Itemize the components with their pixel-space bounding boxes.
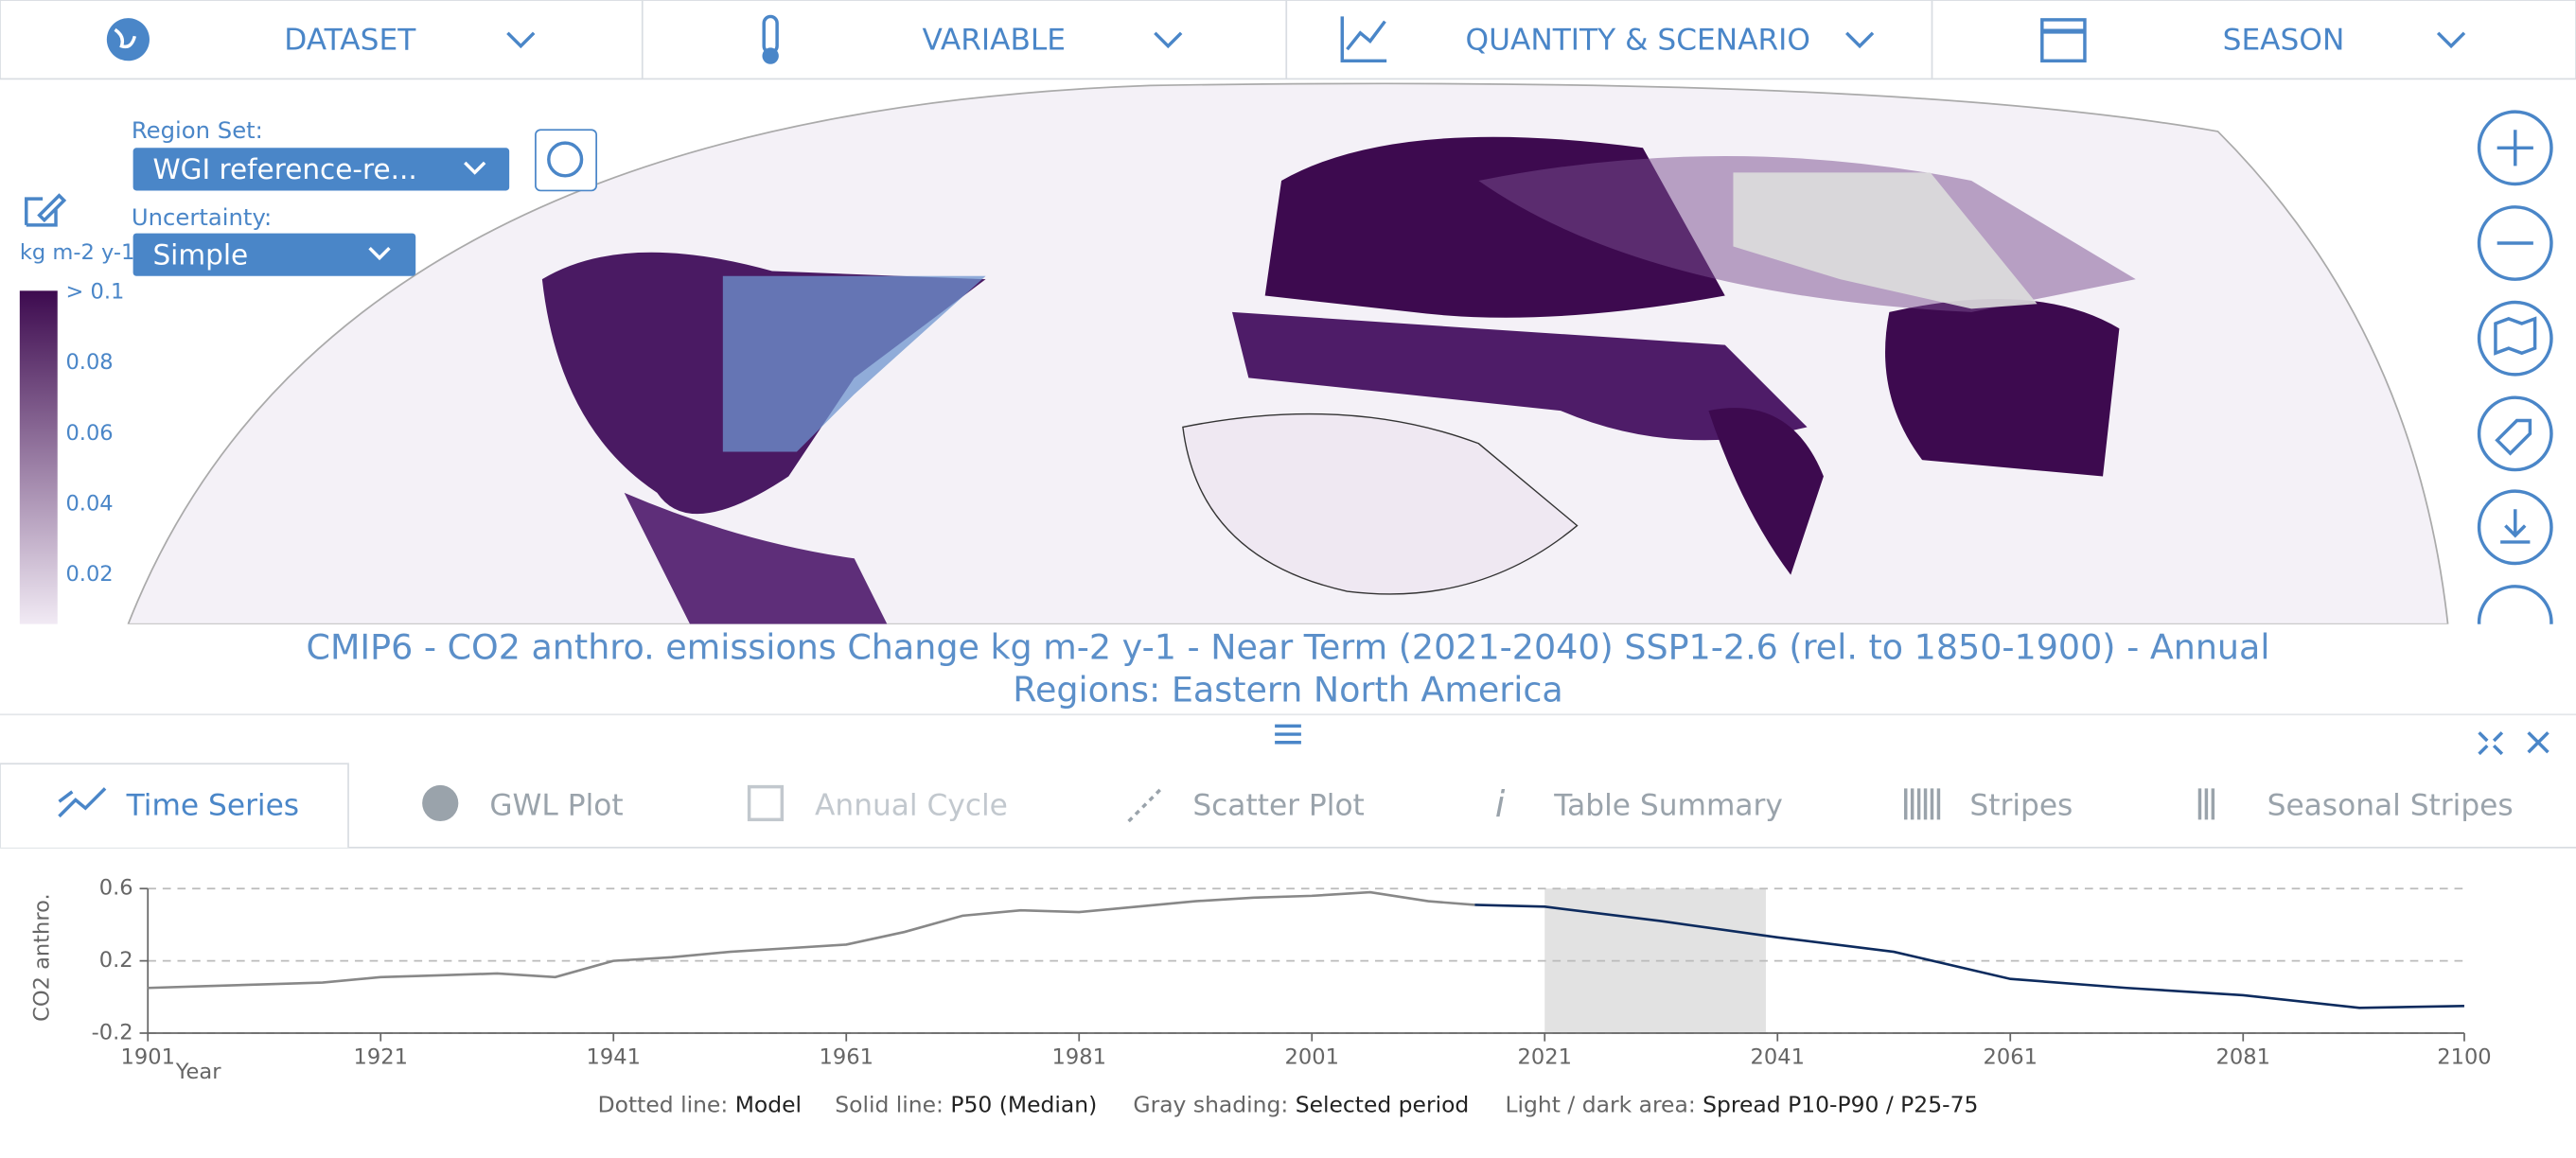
menu-label[interactable]: VARIABLE: [922, 23, 1066, 57]
x-tick-label: 1921: [354, 1045, 408, 1070]
colorbar-label: 0.02: [65, 562, 113, 587]
x-tick-label: 1961: [820, 1045, 873, 1070]
x-tick-label: 2061: [1984, 1045, 2038, 1070]
region-button[interactable]: [535, 129, 598, 192]
y-tick-label: 0.6: [99, 876, 133, 901]
map-controls[interactable]: [2477, 110, 2553, 660]
legend-value: Spread P10-P90 / P25-75: [1703, 1091, 1978, 1117]
legend-value: Model: [735, 1091, 802, 1117]
selected-region[interactable]: [722, 275, 986, 452]
menu-label[interactable]: SEASON: [2223, 23, 2345, 57]
tab[interactable]: Stripes: [1969, 788, 2073, 822]
expand-button[interactable]: [2478, 731, 2504, 756]
legend-value: Selected period: [1296, 1091, 1470, 1117]
selected-period: [1544, 888, 1766, 1033]
variable-menu[interactable]: VARIABLE: [762, 14, 1183, 64]
menu-label[interactable]: QUANTITY & SCENARIO: [1466, 23, 1810, 57]
menu-label[interactable]: DATASET: [284, 23, 416, 57]
edit-icon[interactable]: [25, 193, 67, 227]
x-tick-label: 2100: [2437, 1045, 2491, 1070]
region-set-label: Region Set:: [132, 116, 263, 144]
y-axis-label: CO2 anthro.: [30, 893, 55, 1022]
x-tick-label: 2041: [1751, 1045, 1805, 1070]
x-tick-label: 2021: [1518, 1045, 1572, 1070]
y-tick-label: -0.2: [92, 1020, 133, 1044]
map-title: CMIP6 - CO2 anthro. emissions Change kg …: [307, 626, 2270, 667]
uncertainty-value[interactable]: Simple: [152, 238, 248, 271]
legend-key: Dotted line:: [598, 1091, 729, 1117]
uncertainty-select[interactable]: [132, 233, 416, 276]
x-tick-label: 1901: [121, 1045, 175, 1070]
chart-legend: Dotted line: Model Solid line: P50 (Medi…: [598, 1091, 1979, 1117]
tab[interactable]: Time Series: [126, 788, 299, 822]
unit: kg m-2 y-1: [20, 240, 135, 265]
x-axis-label: Year: [175, 1060, 221, 1084]
x-tick-label: 2001: [1285, 1045, 1339, 1070]
tab-icon: [58, 787, 107, 818]
time-series-chart: CO2 anthro. Year Dotted line: Model Soli…: [30, 876, 2492, 1117]
svg-text:i: i: [1495, 784, 1506, 826]
y-tick-label: 0.2: [99, 948, 133, 973]
colorbar-label: 0.08: [65, 350, 113, 375]
quantity-menu[interactable]: QUANTITY & SCENARIO: [1340, 16, 1875, 63]
tab[interactable]: Seasonal Stripes: [2267, 788, 2514, 822]
legend-key: Solid line:: [835, 1091, 944, 1117]
tab[interactable]: Scatter Plot: [1192, 788, 1365, 822]
legend-key: Gray shading:: [1133, 1091, 1288, 1117]
series-line: [148, 890, 1475, 990]
toolbar: [0, 0, 2576, 80]
series-line: [1474, 904, 2464, 1009]
x-tick-label: 1981: [1052, 1045, 1106, 1070]
resize-handle[interactable]: [1275, 724, 1301, 745]
dataset-menu[interactable]: DATASET: [106, 18, 536, 61]
close-button[interactable]: [2527, 731, 2550, 754]
colorbar: [19, 290, 58, 624]
x-tick-label: 2081: [2216, 1045, 2270, 1070]
map[interactable]: Region Set: WGI reference-re... Uncertai…: [19, 82, 2553, 660]
x-tick-label: 1941: [587, 1045, 641, 1070]
tab[interactable]: GWL Plot: [489, 788, 623, 822]
season-menu[interactable]: SEASON: [2040, 18, 2466, 63]
colorbar-label: 0.04: [65, 492, 113, 517]
colorbar-label: 0.06: [65, 421, 113, 446]
uncertainty-label: Uncertainty:: [132, 203, 272, 231]
map-subtitle: Regions: Eastern North America: [1013, 669, 1562, 710]
legend-value: P50 (Median): [950, 1091, 1097, 1117]
colorbar-label: > 0.1: [65, 280, 124, 305]
tab[interactable]: Table Summary: [1553, 788, 1783, 822]
region-set-value[interactable]: WGI reference-re...: [152, 153, 416, 185]
region-set-select[interactable]: [132, 148, 510, 191]
tab[interactable]: Annual Cycle: [815, 788, 1008, 822]
legend-key: Light / dark area:: [1506, 1091, 1696, 1117]
